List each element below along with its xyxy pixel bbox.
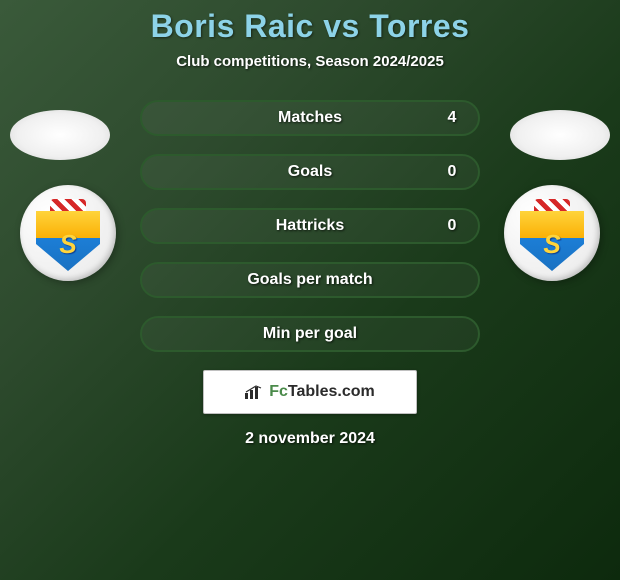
stat-label: Goals per match — [194, 271, 426, 289]
club-badge-right: S — [504, 185, 600, 281]
stat-right-value: 0 — [426, 217, 478, 235]
player-right-head — [510, 110, 610, 160]
shield-icon: S — [36, 195, 100, 271]
stat-row-min-per-goal: Min per goal — [140, 316, 480, 352]
page-title: Boris Raic vs Torres — [0, 0, 620, 45]
stat-label: Hattricks — [194, 217, 426, 235]
subtitle: Club competitions, Season 2024/2025 — [0, 53, 620, 70]
stat-label: Matches — [194, 109, 426, 127]
stat-row-hattricks: Hattricks 0 — [140, 208, 480, 244]
stat-label: Goals — [194, 163, 426, 181]
site-logo-text: FcTables.com — [269, 383, 375, 401]
comparison-area: S S Matches 4 Goals 0 Hattricks 0 Goals … — [0, 100, 620, 448]
stat-right-value: 4 — [426, 109, 478, 127]
club-badge-left: S — [20, 185, 116, 281]
player-left-head — [10, 110, 110, 160]
site-logo-tag[interactable]: FcTables.com — [203, 370, 417, 414]
stat-right-value: 0 — [426, 163, 478, 181]
shield-icon: S — [520, 195, 584, 271]
bars-icon — [245, 385, 263, 399]
stat-row-goals: Goals 0 — [140, 154, 480, 190]
date-line: 2 november 2024 — [0, 430, 620, 448]
stat-label: Min per goal — [194, 325, 426, 343]
stat-row-goals-per-match: Goals per match — [140, 262, 480, 298]
stat-row-matches: Matches 4 — [140, 100, 480, 136]
